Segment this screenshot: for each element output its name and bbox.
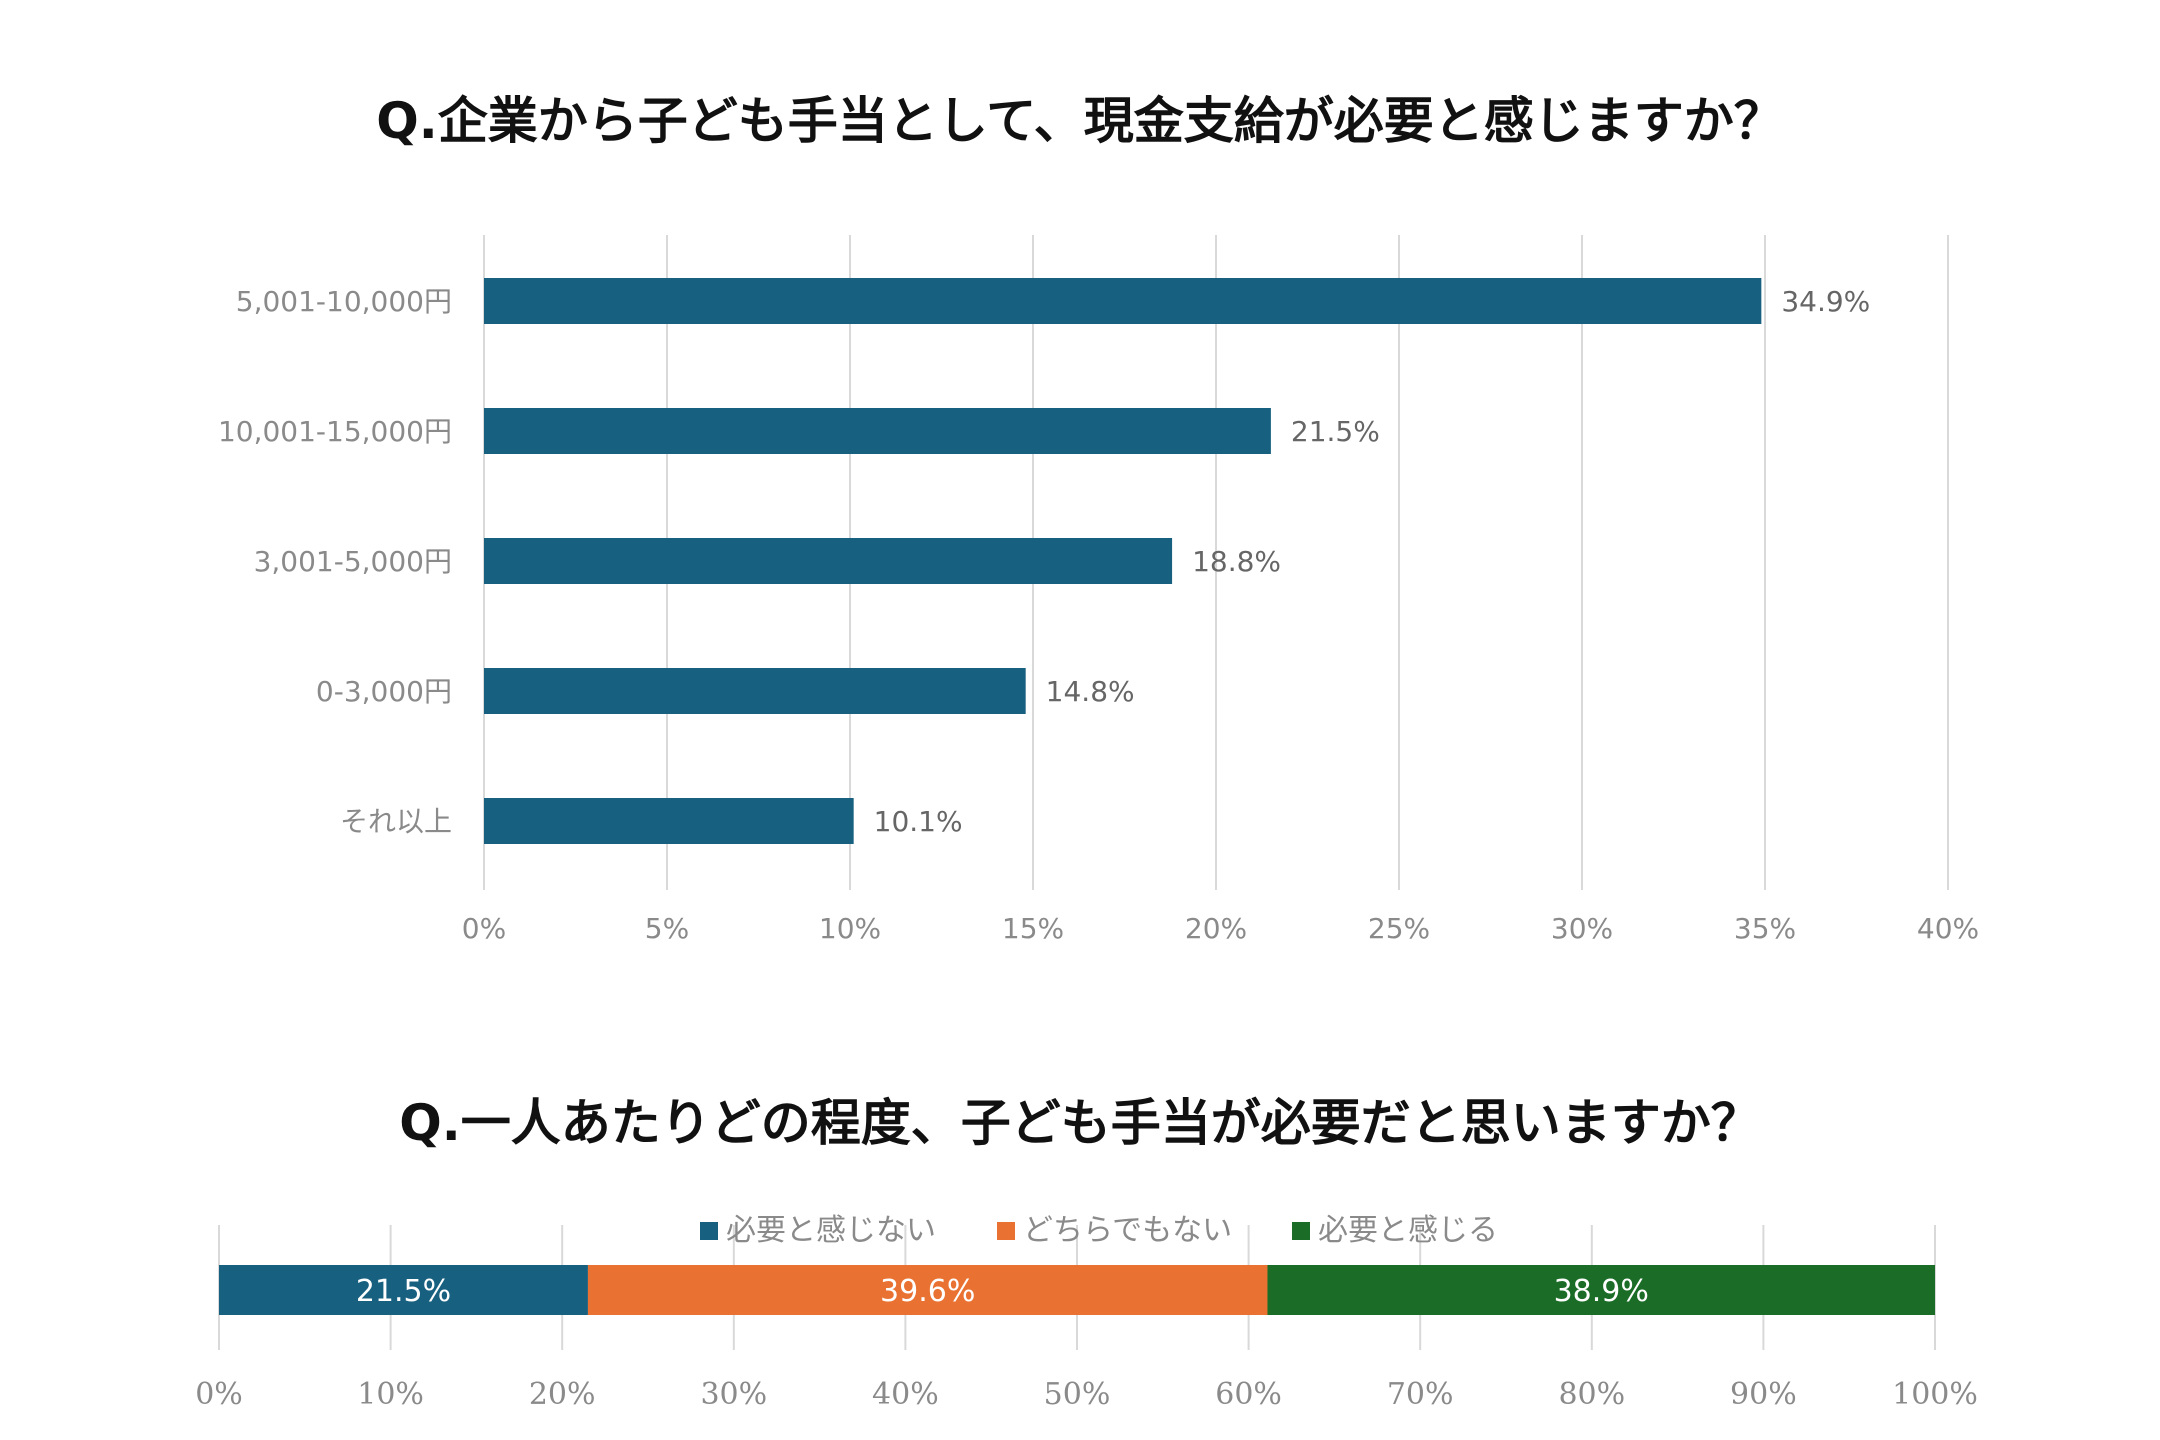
chart2-x-tick-label: 50% [1044, 1377, 1111, 1412]
chart2-x-tick-label: 90% [1730, 1377, 1797, 1412]
chart1-data-labels: 34.9% 21.5% 18.8% 14.8% 10.1% [874, 285, 1871, 838]
chart1-x-tick-label: 0% [462, 912, 506, 945]
chart1-x-tick-label: 20% [1185, 912, 1247, 945]
chart1-x-axis-ticks: 0% 5% 10% 15% 20% 25% 30% 35% 40% [462, 912, 1979, 945]
chart2-stacked-bar: 21.5% 39.6% 38.9% [219, 1265, 1935, 1315]
legend-label: 必要と感じる [1318, 1213, 1498, 1248]
chart2-x-tick-label: 20% [529, 1377, 596, 1412]
chart1-category-label: 10,001-15,000円 [218, 415, 452, 448]
chart2-segment-label: 21.5% [356, 1274, 451, 1309]
chart1-x-tick-label: 30% [1551, 912, 1613, 945]
legend-label: どちらでもない [1023, 1213, 1232, 1248]
chart1-x-tick-label: 40% [1917, 912, 1979, 945]
chart1-category-label: 0-3,000円 [316, 675, 452, 708]
chart1-x-tick-label: 15% [1002, 912, 1064, 945]
chart1-bar [484, 278, 1762, 324]
chart1-gridlines [483, 235, 1949, 890]
chart1-data-label: 18.8% [1192, 545, 1281, 578]
chart1-bars [484, 278, 1762, 844]
chart2-x-tick-label: 60% [1215, 1377, 1282, 1412]
chart2-x-tick-label: 100% [1892, 1377, 1978, 1412]
chart1-x-tick-label: 35% [1734, 912, 1796, 945]
chart2-x-tick-label: 10% [357, 1377, 424, 1412]
chart2-title: Q.一人あたりどの程度、子ども手当が必要だと思いますか？ [399, 1094, 1761, 1152]
chart1-data-label: 34.9% [1781, 285, 1870, 318]
chart1-category-label: それ以上 [340, 805, 452, 838]
chart2-x-tick-label: 80% [1558, 1377, 1625, 1412]
chart1-data-label: 10.1% [874, 805, 963, 838]
chart1-x-tick-label: 5% [645, 912, 689, 945]
chart2-bar-segment [1267, 1265, 1935, 1315]
chart1-title: Q.企業から子ども手当として、現金支給が必要と感じますか？ [376, 92, 1784, 150]
chart2-x-tick-label: 70% [1387, 1377, 1454, 1412]
legend-swatch [997, 1222, 1015, 1240]
chart1-x-tick-label: 10% [819, 912, 881, 945]
allowance-necessity-chart: Q.一人あたりどの程度、子ども手当が必要だと思いますか？ 必要と感じない どちらで… [195, 1094, 1978, 1412]
chart1-category-label: 3,001-5,000円 [254, 545, 452, 578]
chart2-x-tick-label: 0% [195, 1377, 243, 1412]
chart2-x-tick-label: 30% [700, 1377, 767, 1412]
chart2-x-axis-ticks: 0% 10% 20% 30% 40% 50% 60% 70% 80% 90% 100% [195, 1377, 1978, 1412]
chart2-x-tick-label: 40% [872, 1377, 939, 1412]
cash-allowance-chart: Q.企業から子ども手当として、現金支給が必要と感じますか？ 5,001-10,0… [218, 92, 1979, 945]
chart2-bar-segment [219, 1265, 588, 1315]
chart1-bar [484, 798, 854, 844]
chart2-segment-label: 38.9% [1554, 1274, 1649, 1309]
chart1-bar [484, 538, 1173, 584]
legend-label: 必要と感じない [726, 1213, 936, 1248]
chart1-category-labels: 5,001-10,000円 10,001-15,000円 3,001-5,000円 0… [218, 285, 452, 838]
chart1-x-tick-label: 25% [1368, 912, 1430, 945]
legend-swatch [1292, 1222, 1310, 1240]
chart1-category-label: 5,001-10,000円 [236, 285, 452, 318]
chart1-bar [484, 408, 1271, 454]
chart2-legend: 必要と感じない どちらでもない 必要と感じる [700, 1213, 1498, 1248]
legend-swatch [700, 1222, 718, 1240]
chart1-bar [484, 668, 1026, 714]
chart2-bar-segment [587, 1265, 1268, 1315]
chart1-data-label: 21.5% [1291, 415, 1380, 448]
chart2-segment-label: 39.6% [880, 1274, 975, 1309]
chart1-data-label: 14.8% [1046, 675, 1135, 708]
